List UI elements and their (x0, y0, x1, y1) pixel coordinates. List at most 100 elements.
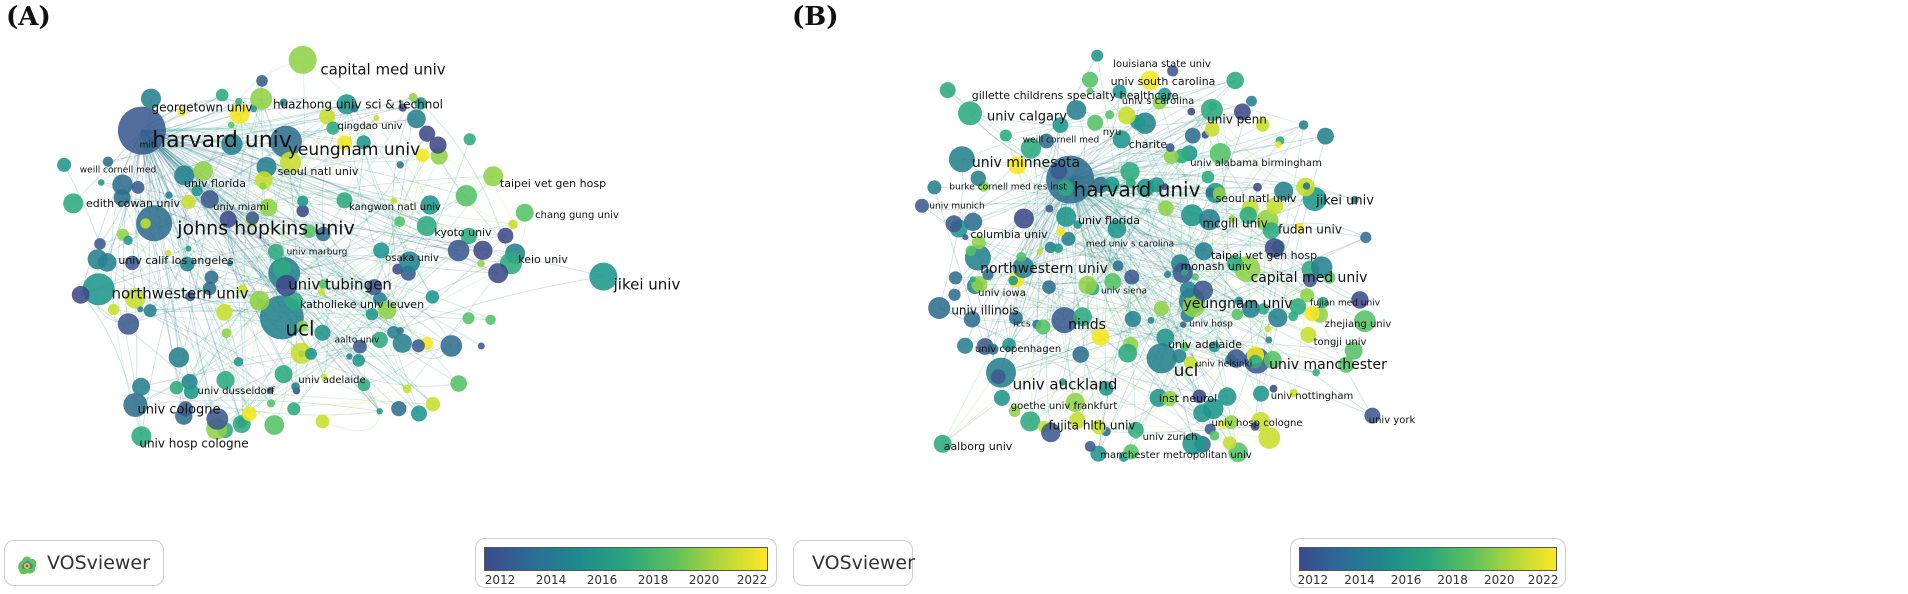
network-node (181, 194, 196, 210)
network-link (348, 155, 423, 357)
network-link (1097, 192, 1212, 454)
network-node (414, 97, 427, 110)
network-link (1000, 176, 1209, 373)
colorbar-tick: 2014 (535, 573, 567, 587)
network-link (260, 98, 428, 227)
network-node (1193, 280, 1213, 301)
network-node (939, 82, 956, 99)
network-node (164, 250, 172, 257)
network-link (1069, 179, 1252, 310)
network-link (189, 97, 414, 383)
vosviewer-logo-icon (18, 556, 37, 575)
network-link (141, 130, 408, 390)
network-link (167, 250, 324, 285)
network-node (948, 146, 975, 173)
network-link (1069, 179, 1211, 430)
network-link (262, 185, 398, 270)
network-node (117, 313, 140, 335)
network-link (284, 272, 491, 321)
network-link (226, 195, 467, 334)
network-link (438, 155, 514, 225)
node-label: weill cornell med (80, 166, 156, 176)
network-node (193, 161, 213, 181)
network-node (1065, 392, 1085, 412)
network-node (137, 306, 144, 313)
network-node (429, 136, 447, 154)
network-link (1014, 171, 1131, 412)
network-link (1069, 100, 1252, 180)
network-node (94, 238, 106, 250)
network-link (1069, 179, 1294, 317)
node-label: qingdao univ (338, 121, 403, 132)
network-node (357, 378, 371, 392)
network-link (1104, 122, 1139, 389)
network-node (1364, 407, 1381, 424)
node-label: jikei univ (613, 276, 681, 294)
network-link (1069, 179, 1203, 445)
network-node (1057, 180, 1074, 196)
network-node (1192, 389, 1207, 404)
network-link (1123, 300, 1240, 458)
network-node (1016, 251, 1027, 262)
network-node (82, 273, 115, 306)
network-node (1008, 405, 1021, 417)
network-node (165, 191, 173, 199)
network-node (216, 371, 235, 390)
network-node (1136, 178, 1155, 197)
network-node (1208, 101, 1218, 111)
colorbar-tick: 2022 (736, 573, 768, 587)
network-link (322, 388, 408, 422)
network-node (408, 93, 418, 102)
network-node (485, 314, 496, 325)
network-node (1044, 241, 1057, 254)
network-node (1020, 138, 1042, 159)
node-label: univ hosp (1189, 320, 1233, 330)
network-link (270, 276, 604, 391)
colorbar-gradient (1299, 547, 1557, 571)
network-node (200, 190, 219, 209)
network-node (1092, 176, 1109, 194)
network-node (140, 218, 151, 229)
network-link (251, 220, 381, 300)
network-node (1069, 412, 1086, 429)
network-link (97, 113, 240, 260)
node-label: charite (1129, 138, 1168, 151)
node-label: univ adelaide (298, 375, 365, 386)
network-link (209, 154, 423, 200)
network-node (477, 259, 485, 268)
network-node (1264, 325, 1272, 333)
network-node (1208, 341, 1220, 353)
network-link (141, 130, 375, 288)
network-node (1112, 260, 1124, 272)
network-node (945, 215, 963, 233)
network-link (176, 230, 310, 389)
network-node (373, 115, 380, 121)
network-node (1056, 206, 1077, 227)
network-node (477, 342, 485, 350)
network-node (990, 369, 1006, 385)
colorbar-tick: 2018 (637, 573, 669, 587)
network-node (473, 240, 493, 260)
network-node (1351, 291, 1369, 309)
node-label: univ york (1369, 415, 1416, 426)
network-link (1022, 55, 1098, 268)
network-node (963, 311, 981, 328)
colorbar-tick: 2020 (1483, 573, 1515, 587)
network-node (1181, 204, 1204, 227)
network-link (141, 130, 452, 347)
network-link (127, 179, 264, 241)
network-node (185, 245, 192, 252)
network-node (1209, 143, 1231, 165)
network-node (1123, 444, 1139, 460)
network-node (1212, 187, 1226, 200)
network-node (1250, 422, 1260, 431)
network-node (1112, 84, 1127, 99)
network-node (402, 384, 412, 394)
network-node (964, 212, 983, 231)
node-label: univ adelaide (1168, 338, 1242, 351)
network-link (1181, 156, 1192, 348)
network-link (211, 276, 408, 390)
network-node (488, 263, 509, 284)
node-label: georgetown univ (152, 101, 253, 115)
